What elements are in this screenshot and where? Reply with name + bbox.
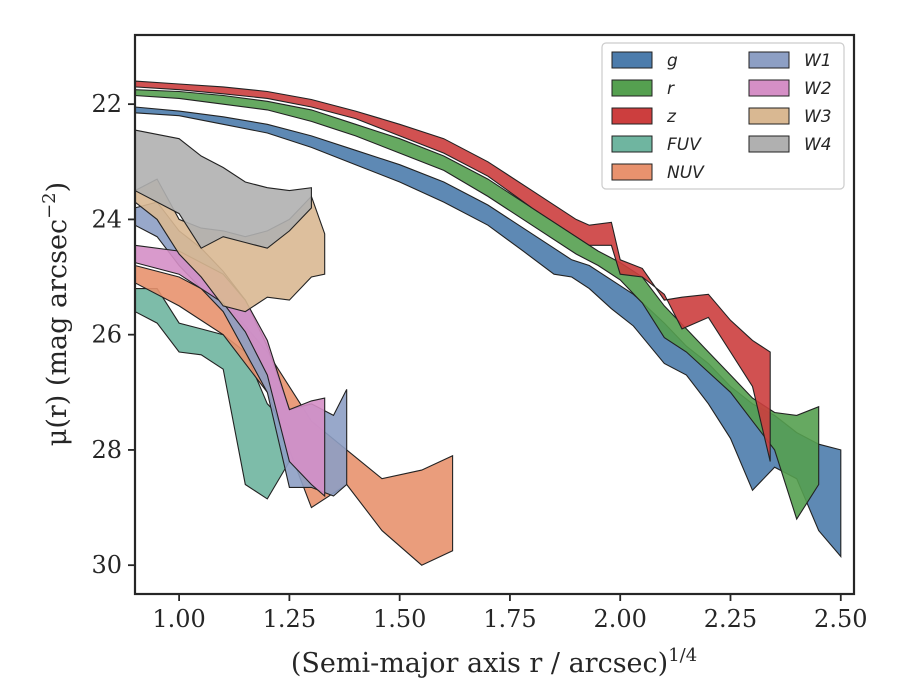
y-tick-label: 26 [91, 321, 122, 349]
legend-label-w4: W4 [804, 135, 832, 155]
y-axis-label: μ(r) (mag arcsec−2) [39, 182, 73, 446]
legend-label-nuv: NUV [667, 163, 705, 183]
x-axis-label: (Semi-major axis r / arcsec)1/4 [291, 645, 697, 679]
legend-swatch-w4 [748, 135, 790, 153]
y-tick-label: 24 [91, 205, 122, 233]
y-tick-label: 22 [91, 90, 122, 118]
legend-label-g: g [667, 51, 678, 71]
x-tick-label: 1.50 [373, 605, 426, 633]
x-tick-label: 1.75 [483, 605, 536, 633]
band-layer [134, 80, 842, 566]
x-tick-label: 2.00 [593, 605, 646, 633]
x-axis: 1.00 1.25 1.50 1.75 2.00 2.25 2.50 [152, 594, 867, 633]
legend-label-w2: W2 [804, 79, 832, 99]
legend-swatch-fuv [611, 135, 653, 153]
legend-swatch-nuv [611, 163, 653, 181]
legend-label-z: z [666, 107, 677, 127]
legend-label-w3: W3 [804, 107, 832, 127]
legend-swatch-w2 [748, 79, 790, 97]
legend-swatch-w1 [748, 51, 790, 69]
x-tick-label: 2.25 [704, 605, 757, 633]
band-g [134, 106, 842, 558]
legend-label-w1: W1 [804, 51, 832, 71]
band-w4 [134, 129, 312, 249]
y-tick-label: 28 [91, 436, 122, 464]
plot-frame [133, 33, 856, 596]
x-tick-label: 1.25 [263, 605, 316, 633]
legend-swatch-w3 [748, 107, 790, 125]
y-tick-label: 30 [91, 551, 122, 579]
legend-swatch-g [611, 51, 653, 69]
legend: grz FUV NUV W1 W2 W3 W4 [601, 42, 845, 190]
legend-label-fuv: FUV [667, 135, 702, 155]
band-z [134, 80, 771, 462]
band-r [134, 89, 820, 521]
x-tick-label: 1.00 [152, 605, 205, 633]
legend-label-r: r [667, 79, 675, 99]
legend-swatch-z [611, 107, 653, 125]
x-tick-label: 2.50 [814, 605, 867, 633]
legend-swatch-r [611, 79, 653, 97]
y-axis: 22 24 26 28 30 [91, 90, 135, 579]
